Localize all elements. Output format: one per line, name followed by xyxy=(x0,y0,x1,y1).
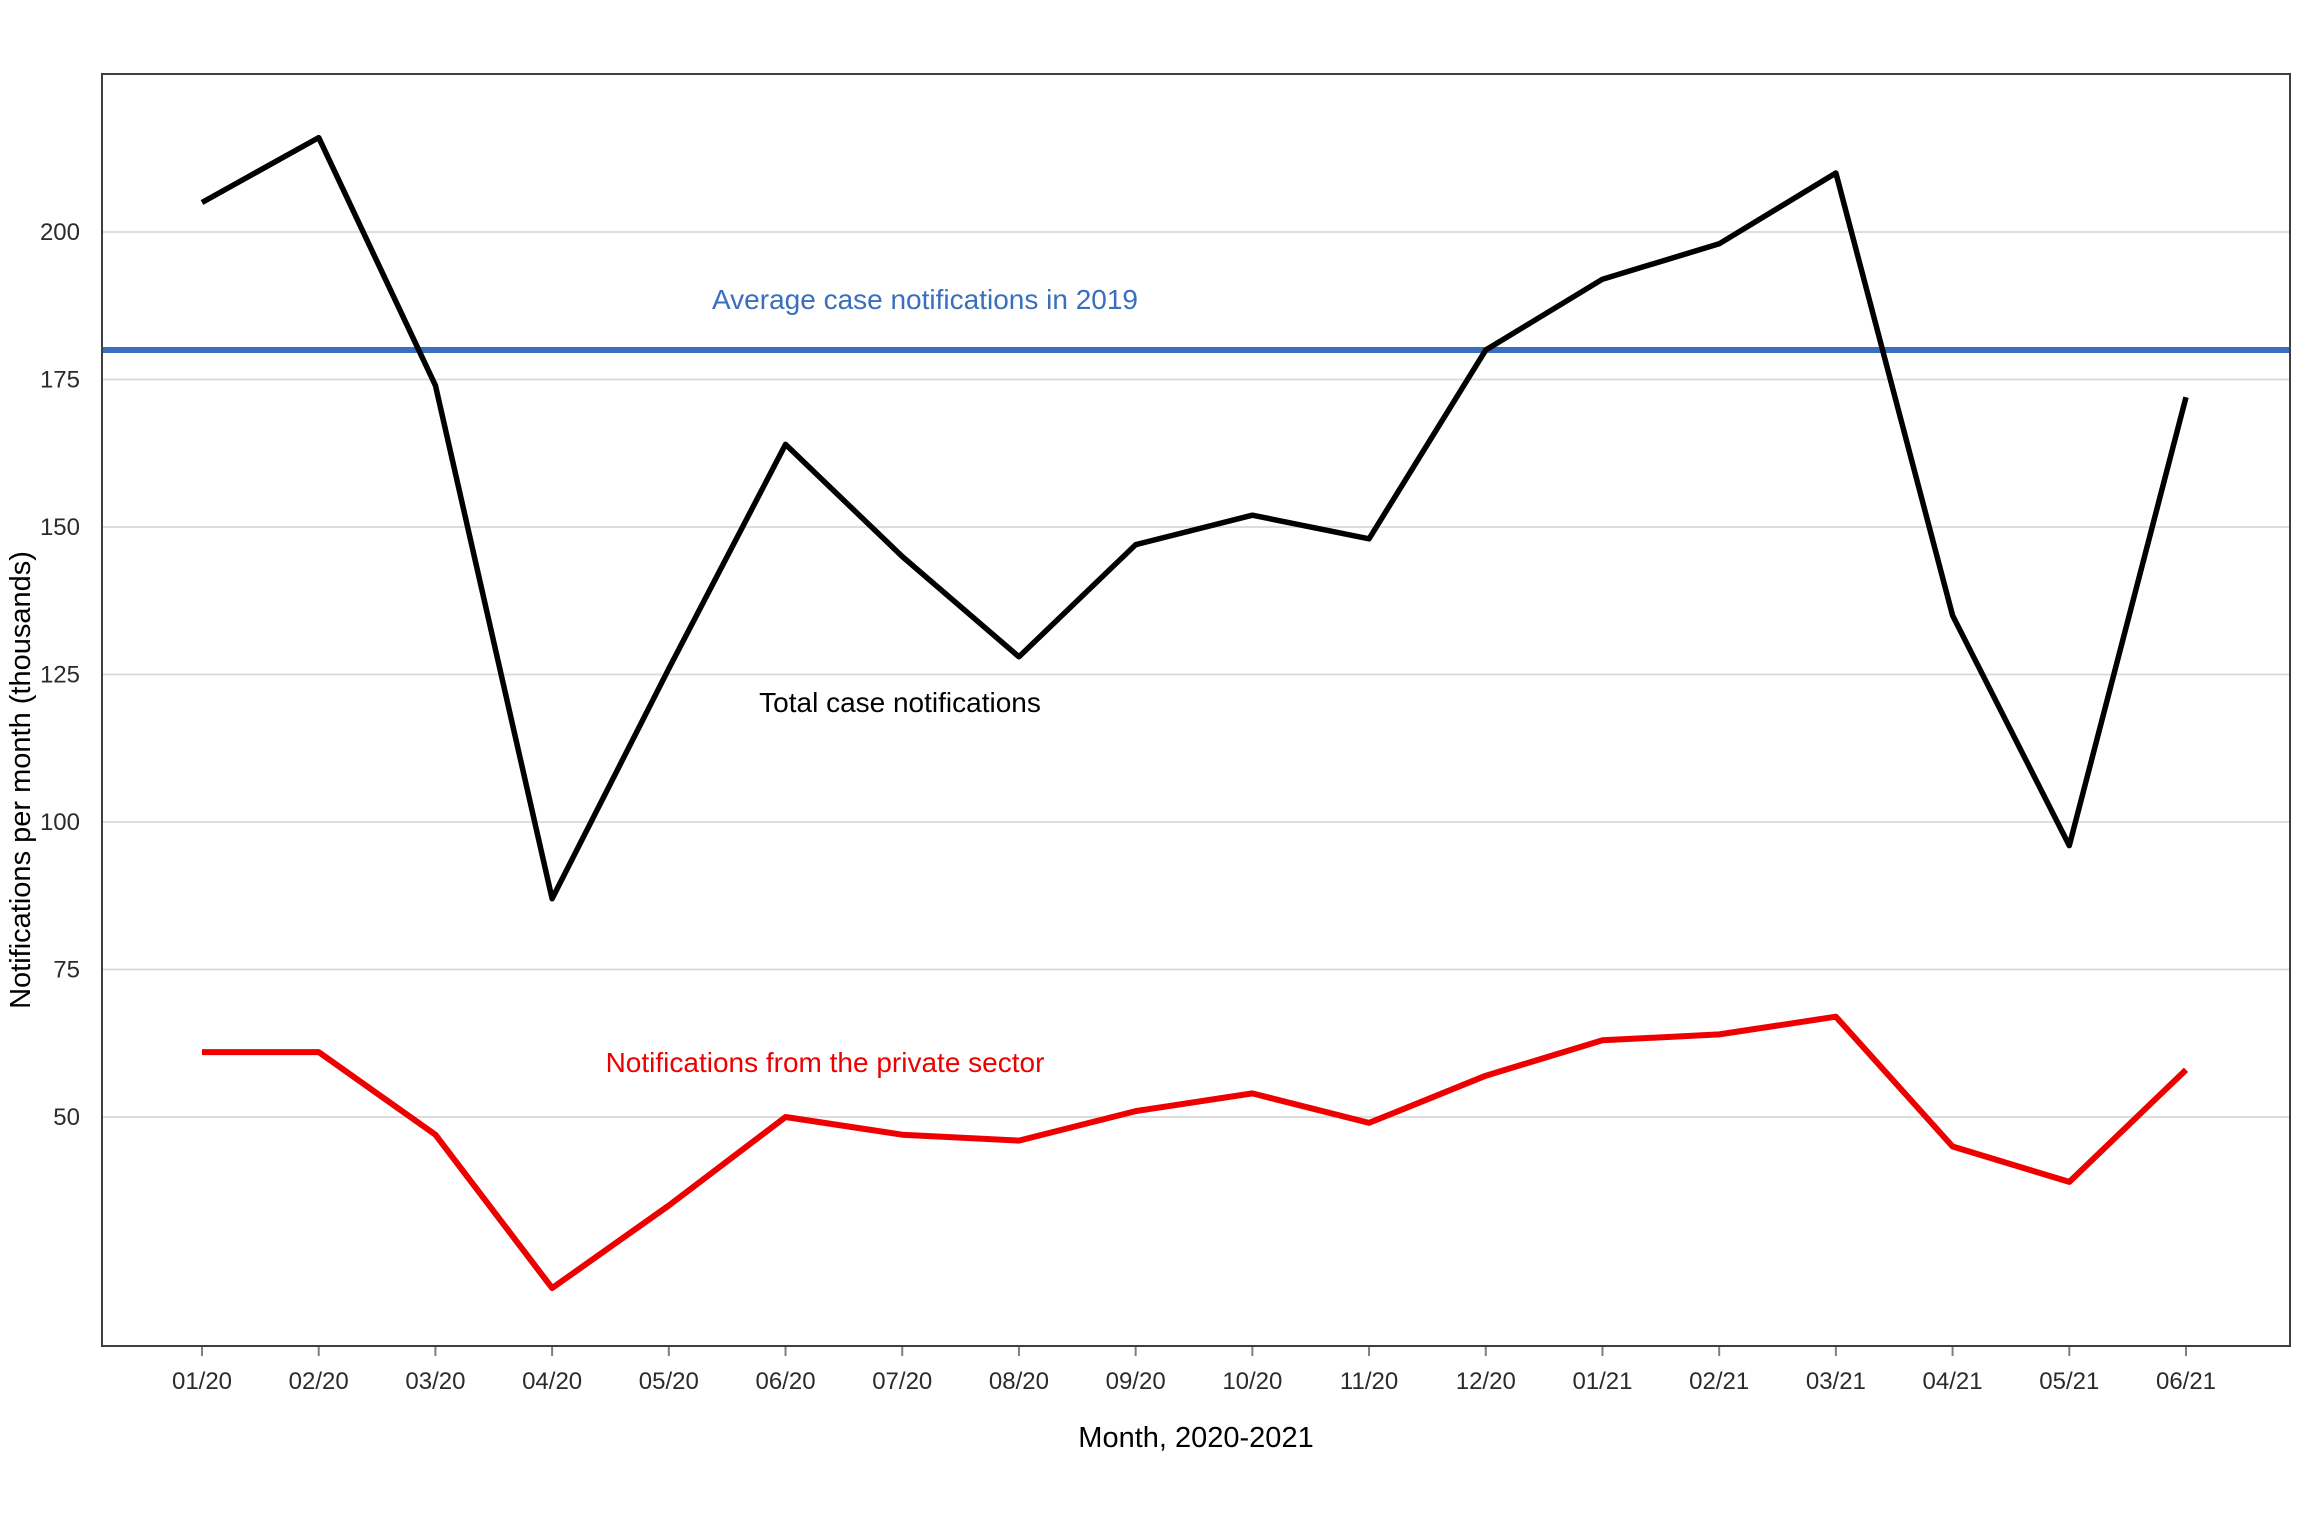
private-series-label: Notifications from the private sector xyxy=(606,1047,1045,1078)
x-tick-label-01/20: 01/20 xyxy=(172,1368,232,1395)
x-tick-label-03/21: 03/21 xyxy=(1806,1368,1866,1395)
x-tick-label-02/21: 02/21 xyxy=(1689,1368,1749,1395)
x-tick-label-11/20: 11/20 xyxy=(1340,1368,1398,1395)
x-tick-label-09/20: 09/20 xyxy=(1106,1368,1166,1395)
y-tick-label-175: 175 xyxy=(40,367,80,394)
x-tick-label-07/20: 07/20 xyxy=(872,1368,932,1395)
axis-tick-labels: 01/20 02/20 03/20 04/20 05/20 06/20 07/20 08/20… xyxy=(40,219,2216,1395)
reference-line-label: Average case notifications in 2019 xyxy=(712,284,1138,315)
gridlines xyxy=(102,231,2290,1118)
x-tick-label-05/20: 05/20 xyxy=(639,1368,699,1395)
plot-border xyxy=(101,73,2291,1347)
series-line-private xyxy=(202,1013,2189,1292)
x-tick-label-01/21: 01/21 xyxy=(1572,1368,1632,1395)
y-tick-label-100: 100 xyxy=(40,809,80,836)
y-tick-label-50: 50 xyxy=(53,1104,80,1131)
x-tick-label-05/21: 05/21 xyxy=(2039,1368,2099,1395)
y-tick-label-200: 200 xyxy=(40,219,80,246)
series-line-total xyxy=(200,134,2189,902)
series-layer xyxy=(200,134,2189,1292)
x-tick-label-10/20: 10/20 xyxy=(1222,1368,1282,1395)
x-tick-label-04/20: 04/20 xyxy=(522,1368,582,1395)
y-tick-label-125: 125 xyxy=(40,662,80,689)
x-tick-label-03/20: 03/20 xyxy=(405,1368,465,1395)
x-tick-label-12/20: 12/20 xyxy=(1456,1368,1516,1395)
x-tick-label-02/20: 02/20 xyxy=(289,1368,349,1395)
y-tick-label-75: 75 xyxy=(53,957,80,984)
x-tick-label-06/20: 06/20 xyxy=(755,1368,815,1395)
y-axis-title: Notifications per month (thousands) xyxy=(5,551,37,1009)
x-tick-label-04/21: 04/21 xyxy=(1923,1368,1983,1395)
x-tick-label-06/21: 06/21 xyxy=(2156,1368,2216,1395)
y-tick-label-150: 150 xyxy=(40,514,80,541)
axis-ticks xyxy=(201,1346,2188,1356)
total-series-label: Total case notifications xyxy=(759,687,1041,718)
x-axis-title: Month, 2020-2021 xyxy=(1078,1422,1313,1454)
x-tick-label-08/20: 08/20 xyxy=(989,1368,1049,1395)
